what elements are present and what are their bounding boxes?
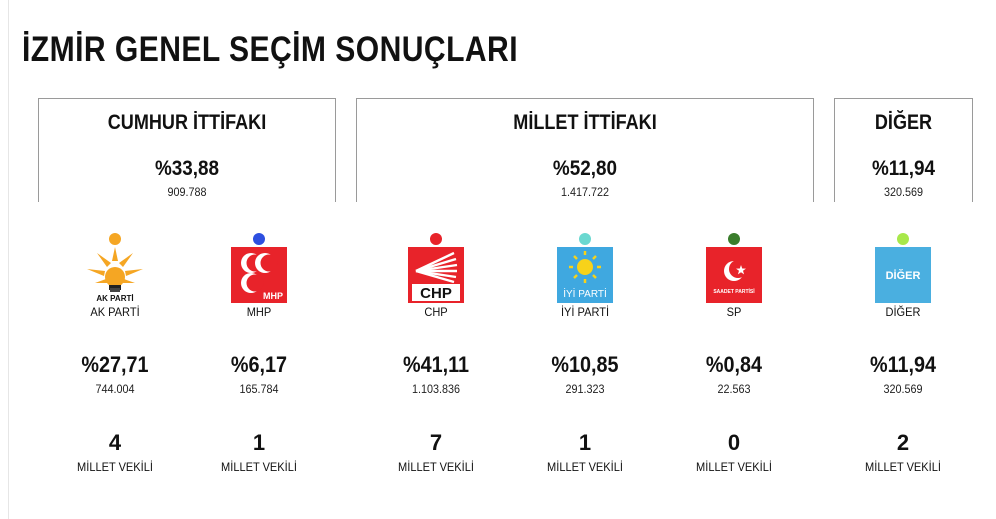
left-divider: [8, 0, 9, 519]
group-votes: 909.788: [167, 185, 207, 199]
party-votes: 744.004: [95, 382, 135, 396]
color-dot: [109, 233, 121, 245]
color-dot: [430, 233, 442, 245]
party-percent: %41,11: [402, 352, 470, 377]
party-name: SP: [726, 305, 742, 319]
seat-count: 0: [727, 430, 741, 455]
party-votes: 1.103.836: [411, 382, 461, 396]
ak-parti-logo-text: AK PARTİ: [96, 294, 133, 303]
ak-parti-logo-icon: AK PARTİ: [85, 247, 145, 303]
party-votes: 22.563: [717, 382, 751, 396]
iyi-parti-logo-text: İYİ PARTİ: [563, 287, 607, 300]
party-votes: 165.784: [239, 382, 279, 396]
color-dot: [579, 233, 591, 245]
chp-logo-text: CHP: [420, 285, 452, 302]
party-diger: DİĞER DİĞER %11,94 320.569 2 MİLLET VEKİ…: [838, 230, 968, 474]
party-ak-parti: AK PARTİ AK PARTİ %27,71 744.004 4 MİLLE…: [50, 230, 180, 474]
group-percent: %52,80: [552, 157, 618, 180]
mhp-logo-icon: MHP: [229, 247, 289, 303]
party-iyi-parti: İYİ PARTİ İYİ PARTİ %10,85 291.323 1 MİL…: [520, 230, 650, 474]
color-dot: [728, 233, 740, 245]
group-millet-ittifaki: MİLLET İTTİFAKI %52,80 1.417.722: [356, 98, 814, 202]
party-percent: %27,71: [81, 352, 149, 377]
party-mhp: MHP MHP %6,17 165.784 1 MİLLET VEKİLİ: [194, 230, 324, 474]
party-percent: %11,94: [869, 352, 937, 377]
party-percent: %10,85: [551, 352, 619, 377]
color-dot: [253, 233, 265, 245]
seat-count: 1: [578, 430, 592, 455]
diger-logo-icon: DİĞER: [873, 247, 933, 303]
group-percent: %33,88: [154, 157, 220, 180]
seat-label: MİLLET VEKİLİ: [696, 460, 772, 474]
seat-count: 4: [108, 430, 122, 455]
mhp-logo-text: MHP: [263, 291, 283, 301]
group-cumhur-ittifaki: CUMHUR İTTİFAKI %33,88 909.788: [38, 98, 336, 202]
diger-logo-text: DİĞER: [886, 269, 921, 282]
party-votes: 291.323: [565, 382, 605, 396]
group-name: DİĞER: [874, 111, 933, 134]
party-name: AK PARTİ: [90, 305, 140, 319]
saadet-partisi-logo-icon: SAADET PARTİSİ: [704, 247, 764, 303]
seat-label: MİLLET VEKİLİ: [398, 460, 474, 474]
party-percent: %0,84: [705, 352, 763, 377]
page-title: İZMİR GENEL SEÇİM SONUÇLARI: [22, 30, 519, 69]
party-percent: %6,17: [230, 352, 288, 377]
party-sp: SAADET PARTİSİ SP %0,84 22.563 0 MİLLET …: [669, 230, 799, 474]
seat-label: MİLLET VEKİLİ: [77, 460, 153, 474]
party-chp: CHP CHP %41,11 1.103.836 7 MİLLET VEKİLİ: [371, 230, 501, 474]
seat-label: MİLLET VEKİLİ: [221, 460, 297, 474]
party-name: İYİ PARTİ: [560, 305, 610, 319]
group-name: CUMHUR İTTİFAKI: [107, 111, 267, 134]
seat-label: MİLLET VEKİLİ: [547, 460, 623, 474]
iyi-parti-logo-icon: İYİ PARTİ: [555, 247, 615, 303]
seat-label: MİLLET VEKİLİ: [865, 460, 941, 474]
party-name: DİĞER: [885, 305, 921, 319]
color-dot: [897, 233, 909, 245]
seat-count: 7: [429, 430, 443, 455]
chp-logo-icon: CHP: [406, 247, 466, 303]
seat-count: 1: [252, 430, 266, 455]
seat-count: 2: [896, 430, 910, 455]
group-name: MİLLET İTTİFAKI: [513, 111, 657, 134]
party-name: CHP: [424, 305, 448, 319]
saadet-partisi-logo-text: SAADET PARTİSİ: [713, 288, 755, 295]
group-diger: DİĞER %11,94 320.569: [834, 98, 973, 202]
group-votes: 320.569: [883, 185, 924, 199]
group-votes: 1.417.722: [560, 185, 610, 199]
group-percent: %11,94: [871, 157, 936, 180]
party-votes: 320.569: [883, 382, 923, 396]
party-name: MHP: [246, 305, 272, 319]
